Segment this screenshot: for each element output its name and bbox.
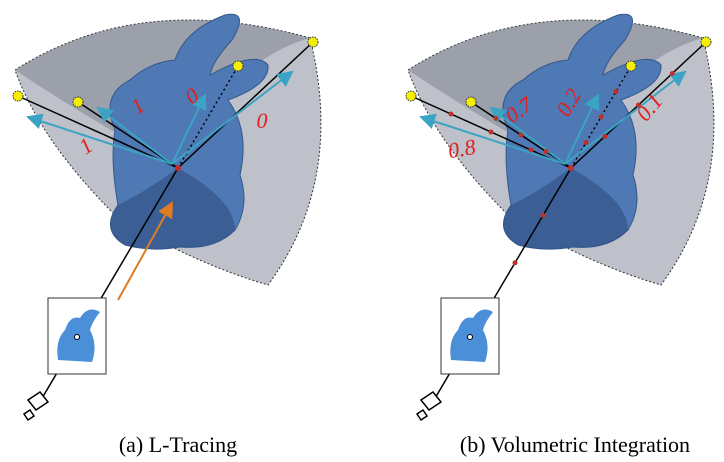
light-source <box>701 37 711 47</box>
light-source <box>233 61 243 71</box>
light-source <box>73 97 83 107</box>
light-source <box>308 37 318 47</box>
sample-point <box>513 260 518 265</box>
light-source <box>626 61 636 71</box>
caption: (a) L-Tracing <box>119 432 237 457</box>
light-source <box>406 91 416 101</box>
sample-point <box>670 71 675 76</box>
sample-point <box>584 140 589 145</box>
sample-point <box>599 115 604 120</box>
caption: (b) Volumetric Integration <box>460 432 690 457</box>
sample-point <box>544 149 549 154</box>
weight-label: 0.8 <box>446 134 477 163</box>
sample-point <box>529 148 534 153</box>
sample-point <box>541 213 546 218</box>
figure: 1100(a) L-Tracing0.80.70.20.1(b) Volumet… <box>0 0 724 462</box>
hit-point <box>568 165 574 171</box>
sample-point <box>519 133 524 138</box>
camera <box>24 392 48 420</box>
hit-point <box>175 165 181 171</box>
light-source <box>466 97 476 107</box>
sample-point <box>449 112 454 117</box>
light-source <box>13 91 23 101</box>
pixel <box>75 335 80 340</box>
sample-point <box>614 89 619 94</box>
sample-point <box>489 130 494 135</box>
weight-label: 0 <box>257 108 268 133</box>
camera <box>417 392 441 420</box>
sample-point <box>494 116 499 121</box>
pixel <box>468 335 473 340</box>
sample-point <box>602 134 607 139</box>
